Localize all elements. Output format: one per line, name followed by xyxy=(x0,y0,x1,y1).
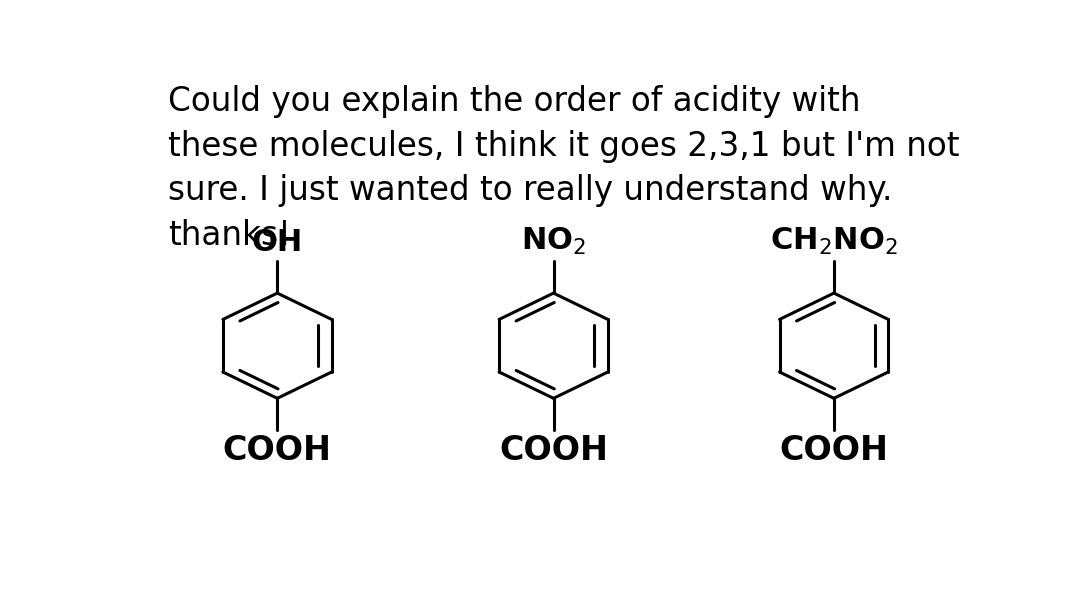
Text: COOH: COOH xyxy=(499,434,608,467)
Text: NO$_2$: NO$_2$ xyxy=(521,226,586,257)
Text: Could you explain the order of acidity with
these molecules, I think it goes 2,3: Could you explain the order of acidity w… xyxy=(168,85,960,252)
Text: COOH: COOH xyxy=(780,434,889,467)
Text: CH$_2$NO$_2$: CH$_2$NO$_2$ xyxy=(770,226,897,257)
Text: COOH: COOH xyxy=(222,434,332,467)
Text: OH: OH xyxy=(252,229,302,257)
